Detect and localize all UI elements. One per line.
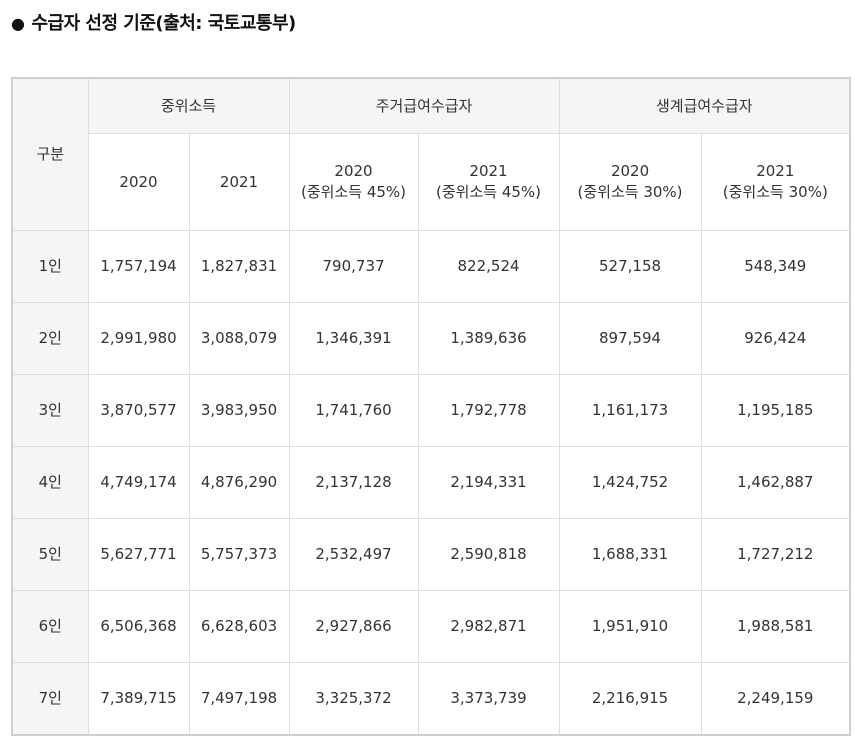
amount-cell: 2,991,980 [87,302,190,375]
section-heading: ● 수급자 선정 기준(출처: 국토교통부) [11,9,296,35]
amount-cell: 926,424 [700,302,851,375]
amount-cell: 2,137,128 [288,446,419,519]
amount-cell: 7,497,198 [188,662,290,736]
household-size-cell: 3인 [11,374,89,447]
amount-cell: 6,506,368 [87,590,190,663]
group-header-row: 구분 중위소득 주거급여수급자 생계급여수급자 [11,77,851,231]
household-size-cell: 6인 [11,590,89,663]
amount-cell: 1,462,887 [700,446,851,519]
table-row: 3인 3,870,577 3,983,950 1,741,760 1,792,778 1,… [11,374,851,447]
household-size-cell: 5인 [11,518,89,591]
heading-text: 수급자 선정 기준(출처: 국토교통부) [31,13,296,34]
amount-cell: 2,982,871 [417,590,560,663]
amount-cell: 4,876,290 [188,446,290,519]
amount-cell: 1,424,752 [558,446,702,519]
amount-cell: 527,158 [558,230,702,303]
group-header-livelihood-benefit: 생계급여수급자 [558,77,851,134]
year-header-row: 2020 2021 2020 (중위소득 45%) 2021 (중위소득 45%… [12,133,851,231]
household-size-cell: 4인 [11,446,89,519]
group-header-median-income: 중위소득 [87,77,290,134]
amount-cell: 897,594 [558,302,702,375]
amount-cell: 1,988,581 [700,590,851,663]
amount-cell: 1,727,212 [700,518,851,591]
amount-cell: 5,757,373 [188,518,290,591]
amount-cell: 2,532,497 [288,518,419,591]
amount-cell: 1,688,331 [558,518,702,591]
table-row: 2인 2,991,980 3,088,079 1,346,391 1,389,636 89… [11,302,851,375]
table-row: 7인 7,389,715 7,497,198 3,325,372 3,373,739 2,… [11,662,851,736]
row-category-header: 구분 [11,77,89,231]
amount-cell: 3,088,079 [188,302,290,375]
table-row: 5인 5,627,771 5,757,373 2,532,497 2,590,818 1,… [11,518,851,591]
amount-cell: 822,524 [417,230,560,303]
amount-cell: 790,737 [288,230,419,303]
amount-cell: 3,983,950 [188,374,290,447]
table-row: 6인 6,506,368 6,628,603 2,927,866 2,982,871 1,… [11,590,851,663]
table-body: 1인 1,757,194 1,827,831 790,737 822,524 527,15… [11,230,851,736]
amount-cell: 1,161,173 [558,374,702,447]
amount-cell: 2,216,915 [558,662,702,736]
year-header-housing-2021: 2021 (중위소득 45%) [417,133,560,231]
household-size-cell: 2인 [11,302,89,375]
table-row: 1인 1,757,194 1,827,831 790,737 822,524 527,15… [11,230,851,303]
amount-cell: 2,249,159 [700,662,851,736]
amount-cell: 3,870,577 [87,374,190,447]
household-size-cell: 7인 [11,662,89,736]
amount-cell: 7,389,715 [87,662,190,736]
amount-cell: 1,827,831 [188,230,290,303]
amount-cell: 5,627,771 [87,518,190,591]
table-row: 4인 4,749,174 4,876,290 2,137,128 2,194,331 1,… [11,446,851,519]
amount-cell: 1,792,778 [417,374,560,447]
amount-cell: 548,349 [700,230,851,303]
amount-cell: 6,628,603 [188,590,290,663]
amount-cell: 1,389,636 [417,302,560,375]
amount-cell: 1,195,185 [700,374,851,447]
amount-cell: 2,927,866 [288,590,419,663]
amount-cell: 3,325,372 [288,662,419,736]
amount-cell: 2,590,818 [417,518,560,591]
year-header-median-2021: 2021 [188,133,290,231]
amount-cell: 3,373,739 [417,662,560,736]
amount-cell: 1,951,910 [558,590,702,663]
recipient-criteria-table: 구분 중위소득 주거급여수급자 생계급여수급자 2020 2021 2020 (… [11,77,852,736]
amount-cell: 1,346,391 [288,302,419,375]
amount-cell: 2,194,331 [417,446,560,519]
year-header-livelihood-2021: 2021 (중위소득 30%) [700,133,851,231]
household-size-cell: 1인 [11,230,89,303]
group-header-housing-benefit: 주거급여수급자 [288,77,560,134]
year-header-livelihood-2020: 2020 (중위소득 30%) [558,133,702,231]
year-header-housing-2020: 2020 (중위소득 45%) [288,133,419,231]
bullet-icon: ● [11,14,25,33]
amount-cell: 4,749,174 [87,446,190,519]
year-header-median-2020: 2020 [87,133,190,231]
amount-cell: 1,741,760 [288,374,419,447]
amount-cell: 1,757,194 [87,230,190,303]
